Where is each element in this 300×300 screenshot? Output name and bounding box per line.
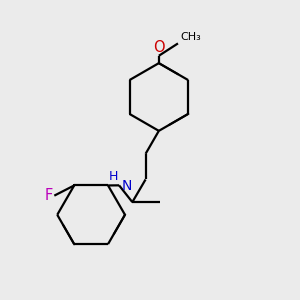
Text: N: N [122,179,132,193]
Text: H: H [109,170,119,183]
Text: F: F [45,188,53,203]
Text: CH₃: CH₃ [180,32,201,42]
Text: O: O [153,40,165,55]
